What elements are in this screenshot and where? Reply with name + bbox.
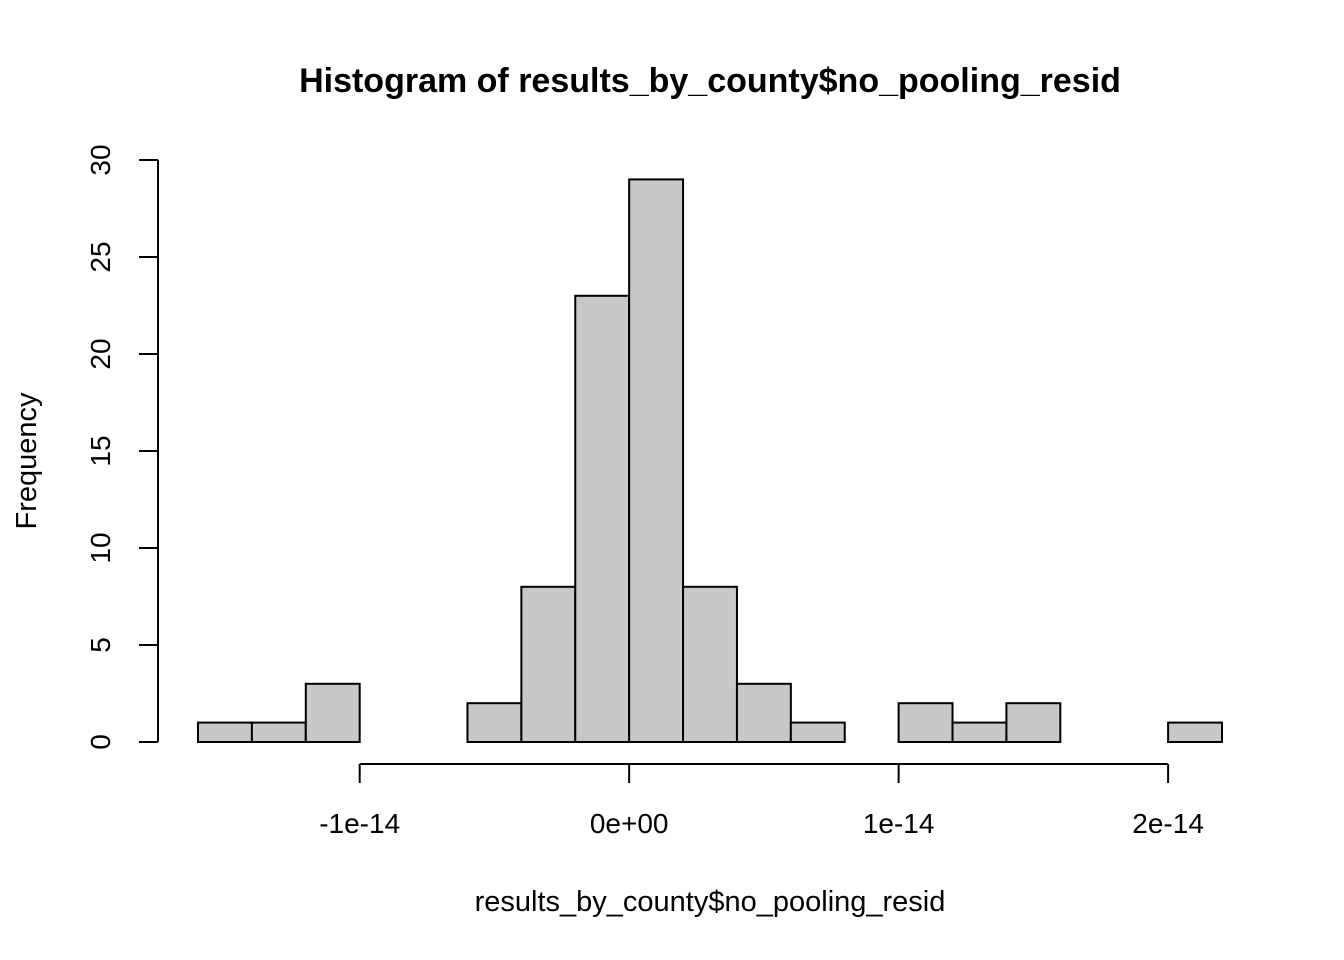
histogram-bar xyxy=(897,702,954,744)
x-axis-label: results_by_county$no_pooling_resid xyxy=(475,886,946,918)
x-tick-label: 0e+00 xyxy=(590,808,669,839)
bars-group xyxy=(197,178,1223,744)
histogram-bar xyxy=(250,721,307,743)
x-axis: -1e-14 0e+00 1e-14 2e-14 xyxy=(319,763,1204,839)
histogram-bar xyxy=(628,178,685,743)
histogram-bar xyxy=(304,682,361,743)
histogram-bar xyxy=(466,702,523,744)
y-tick-label: 15 xyxy=(85,435,116,466)
y-tick-label: 5 xyxy=(85,637,116,653)
y-tick-label: 20 xyxy=(85,338,116,369)
histogram-bar xyxy=(789,721,846,743)
y-tick-label: 10 xyxy=(85,532,116,563)
histogram-bar xyxy=(1167,721,1223,743)
y-tick-label: 30 xyxy=(85,144,116,175)
histogram-bar xyxy=(735,682,792,743)
chart-title: Histogram of results_by_county$no_poolin… xyxy=(299,62,1121,100)
y-axis: 0 5 10 15 20 25 30 xyxy=(85,144,159,750)
histogram-bar xyxy=(682,585,738,743)
x-tick-label: 1e-14 xyxy=(863,808,935,839)
histogram-bar xyxy=(197,721,253,743)
histogram-bar xyxy=(1005,702,1062,744)
y-tick-label: 25 xyxy=(85,241,116,272)
x-tick-label: 2e-14 xyxy=(1132,808,1204,839)
histogram-bar xyxy=(574,294,631,743)
y-tick-label: 0 xyxy=(85,734,116,750)
histogram-bar xyxy=(520,585,577,743)
x-tick-label: -1e-14 xyxy=(319,808,400,839)
histogram-bar xyxy=(951,721,1008,743)
y-axis-label: Frequency xyxy=(11,392,43,530)
